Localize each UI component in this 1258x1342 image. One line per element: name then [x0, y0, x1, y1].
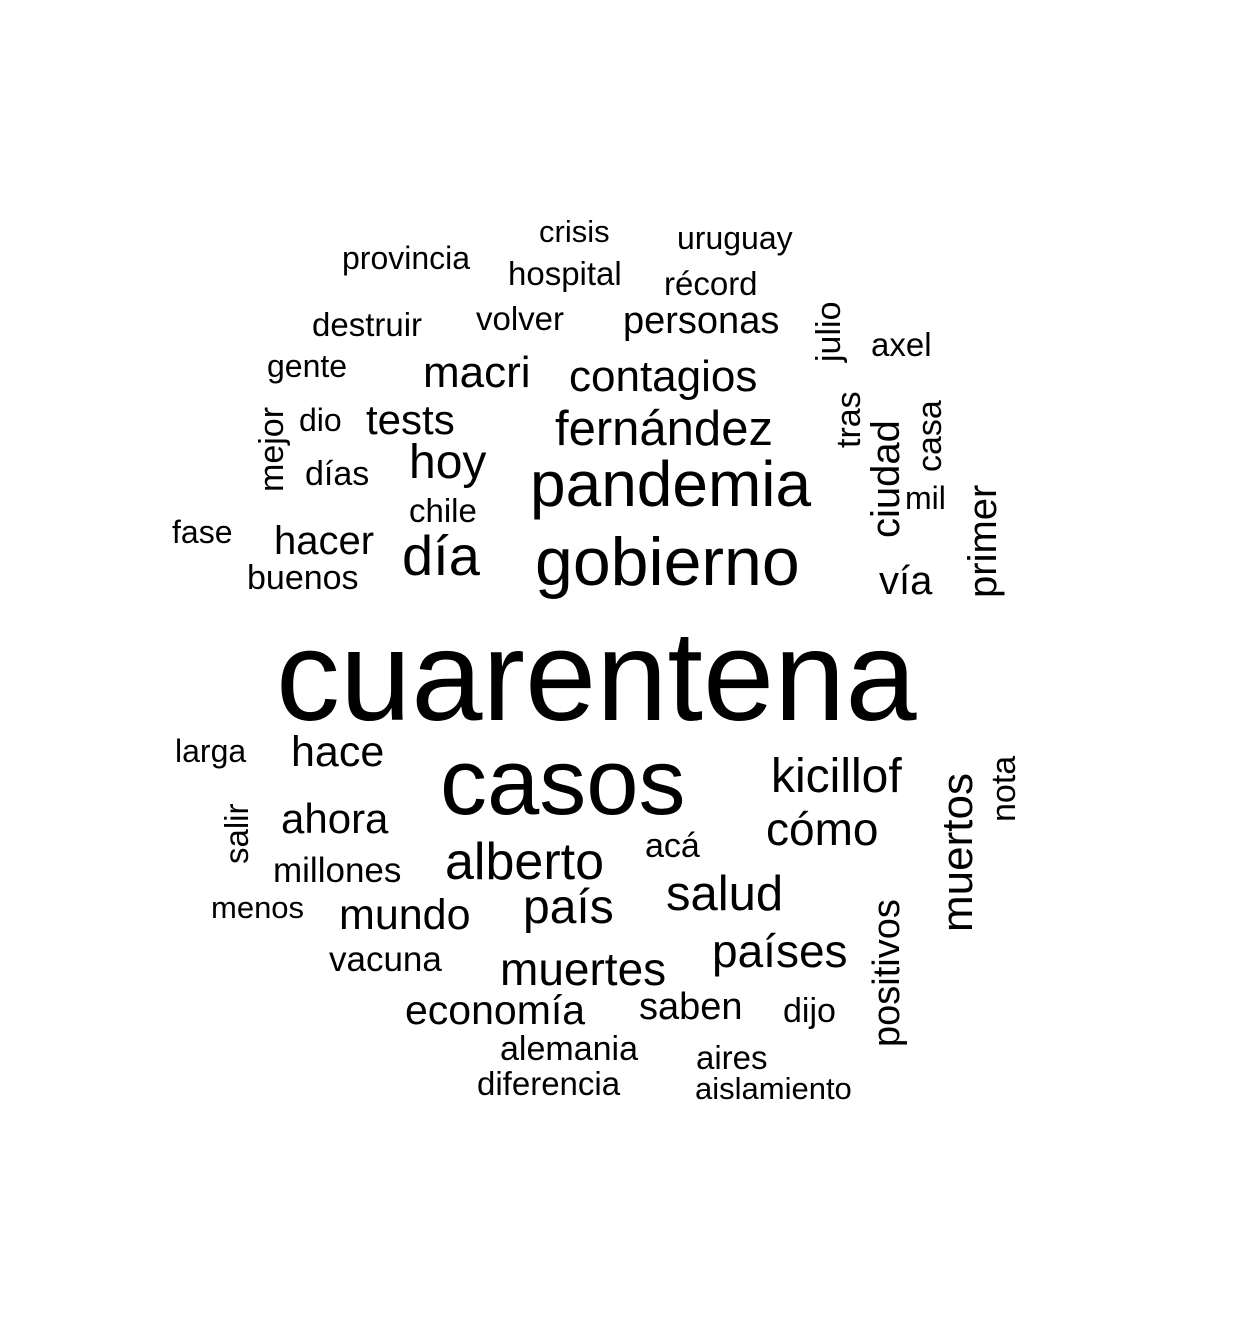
word-via: vía: [879, 559, 933, 603]
word-positivos: positivos: [866, 899, 908, 1047]
word-provincia: provincia: [342, 240, 471, 276]
word-tests: tests: [366, 396, 455, 443]
word-ciudad: ciudad: [864, 420, 908, 538]
word-menos: menos: [211, 890, 305, 925]
word-vacuna: vacuna: [329, 940, 442, 979]
word-mejor: mejor: [253, 406, 291, 492]
word-buenos: buenos: [247, 559, 359, 597]
word-destruir: destruir: [312, 306, 423, 343]
word-chile: chile: [409, 492, 477, 529]
word-primer: primer: [961, 484, 1005, 598]
word-dijo: dijo: [783, 992, 836, 1030]
word-fernandez: fernández: [555, 402, 773, 456]
word-crisis: crisis: [539, 214, 610, 249]
word-pandemia: pandemia: [530, 448, 812, 520]
word-fase: fase: [172, 514, 233, 550]
word-mil: mil: [905, 480, 946, 516]
word-axel: axel: [871, 326, 932, 363]
word-pais: país: [523, 881, 614, 934]
word-ahora: ahora: [281, 795, 389, 842]
word-muertos: muertos: [933, 773, 982, 932]
word-salud: salud: [666, 867, 784, 921]
word-aires: aires: [696, 1039, 768, 1076]
word-paises: países: [712, 925, 848, 977]
word-uruguay: uruguay: [677, 220, 793, 256]
word-macri: macri: [423, 348, 531, 397]
word-millones: millones: [273, 851, 402, 890]
word-alemania: alemania: [500, 1030, 638, 1068]
word-kicillof: kicillof: [771, 750, 902, 803]
word-casos: casos: [440, 729, 686, 834]
word-hoy: hoy: [409, 436, 487, 489]
word-nota: nota: [985, 755, 1023, 822]
word-saben: saben: [639, 986, 743, 1028]
word-alberto: alberto: [445, 833, 604, 891]
word-mundo: mundo: [339, 891, 471, 939]
word-dia: día: [402, 524, 480, 587]
word-hace: hace: [291, 728, 385, 776]
word-hacer: hacer: [274, 519, 375, 563]
word-cuarentena: cuarentena: [276, 605, 917, 748]
word-hospital: hospital: [508, 255, 622, 292]
word-larga: larga: [175, 733, 247, 769]
word-como: cómo: [766, 803, 879, 855]
word-aislamiento: aislamiento: [695, 1071, 852, 1106]
word-economia: economía: [405, 987, 586, 1033]
word-personas: personas: [623, 300, 780, 342]
word-gobierno: gobierno: [535, 524, 800, 600]
word-record: récord: [664, 265, 758, 302]
word-diferencia: diferencia: [477, 1065, 621, 1102]
word-gente: gente: [267, 348, 348, 384]
word-volver: volver: [476, 300, 565, 337]
word-contagios: contagios: [569, 352, 758, 401]
word-salir: salir: [218, 803, 255, 864]
word-dias: días: [305, 455, 370, 493]
word-dio: dio: [299, 402, 342, 438]
word-tras: tras: [830, 391, 868, 448]
word-aca: acá: [645, 827, 700, 865]
word-muertes: muertes: [500, 943, 667, 995]
word-julio: julio: [810, 301, 848, 362]
word-casa: casa: [911, 400, 949, 472]
